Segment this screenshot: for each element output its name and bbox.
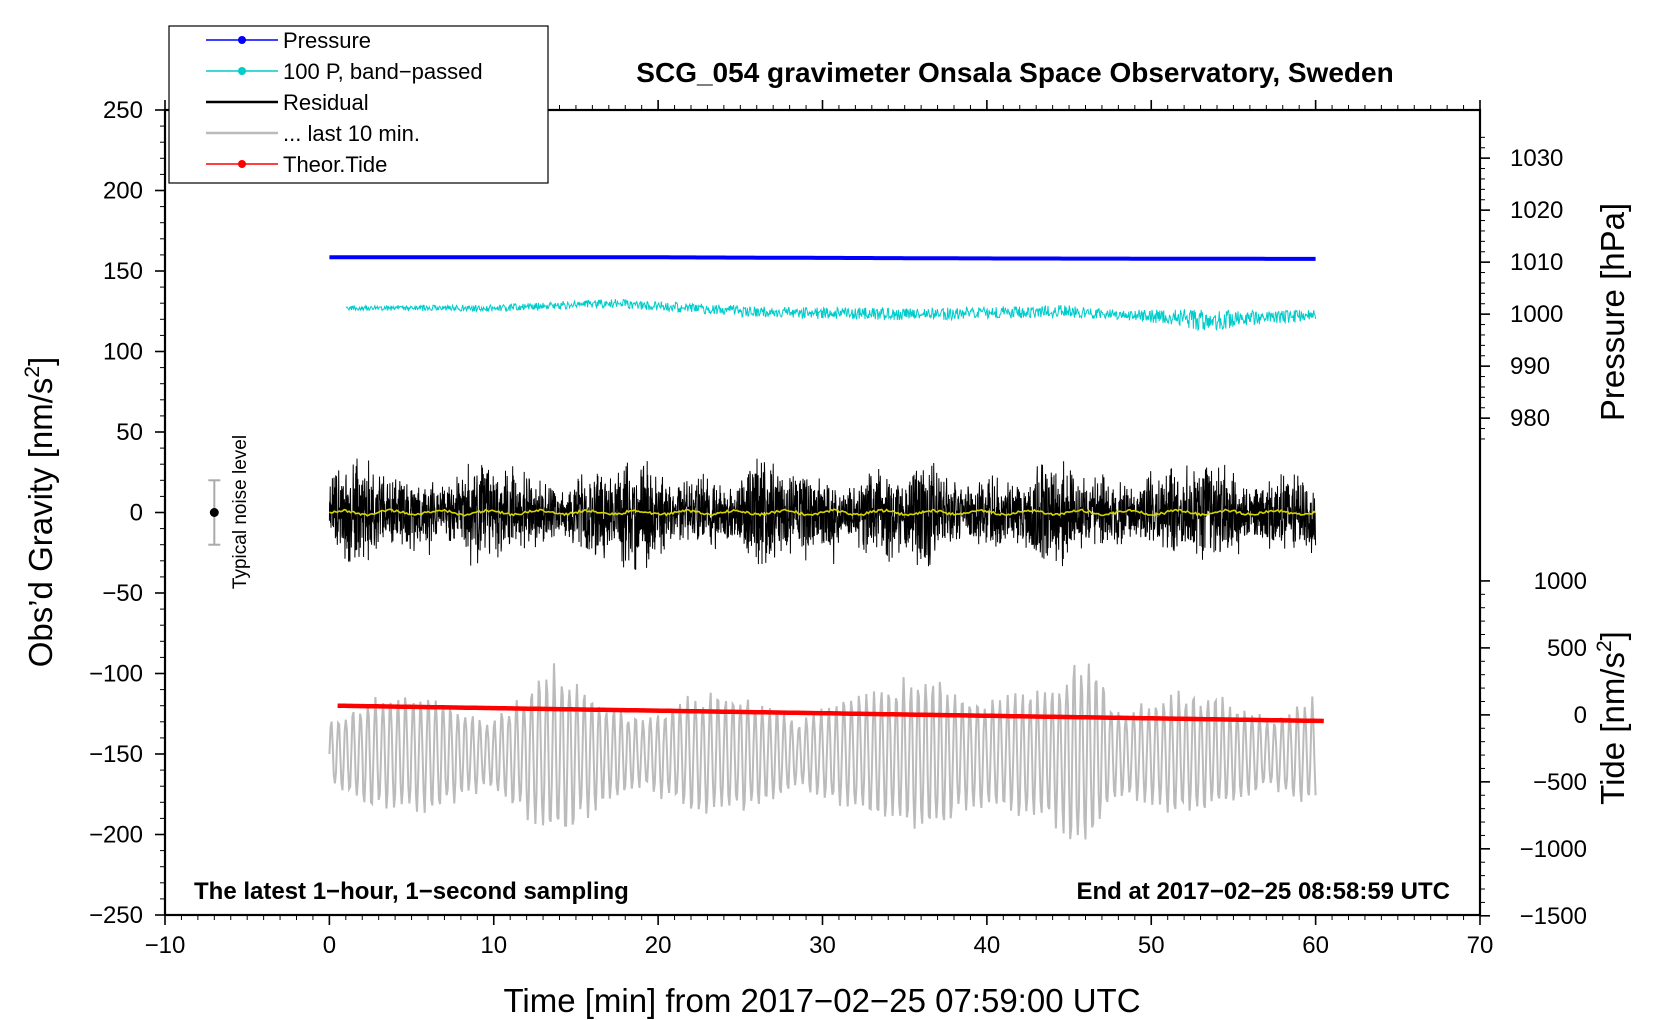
y-tick-label: −100: [89, 661, 143, 688]
ticks-layer: [155, 100, 1490, 925]
y-tick-label: 50: [116, 419, 143, 446]
x-tick-label: 70: [1467, 932, 1494, 959]
legend-last10-label: ... last 10 min.: [283, 121, 420, 146]
tide-tick-label: 0: [1574, 702, 1587, 729]
x-tick-label: 60: [1302, 932, 1329, 959]
x-tick-label: 0: [323, 932, 336, 959]
y-tick-label: 0: [130, 500, 143, 527]
tide-axis-title-sup: 2: [1593, 640, 1616, 652]
pressure-axis-title: Pressure [hPa]: [1594, 203, 1631, 421]
x-tick-label: 30: [809, 932, 836, 959]
chart-title: SCG_054 gravimeter Onsala Space Observat…: [636, 57, 1393, 88]
series-theoretical-tide: [337, 703, 1324, 724]
end-time-note: End at 2017−02−25 08:58:59 UTC: [1076, 878, 1450, 905]
pressure-tick-label: 990: [1510, 353, 1550, 380]
x-tick-label: 40: [974, 932, 1001, 959]
pressure-tick-label: 1000: [1510, 301, 1563, 328]
legend-bandpassed-dot: [238, 67, 246, 75]
series-pressure: [329, 255, 1316, 261]
tide-tick-label: −500: [1533, 769, 1587, 796]
x-axis-title: Time [min] from 2017−02−25 07:59:00 UTC: [503, 982, 1140, 1019]
x-tick-label: −10: [145, 932, 186, 959]
legend-box: [168, 25, 549, 184]
legend-pressure-label: Pressure: [283, 28, 371, 53]
pressure-tick-label: 1010: [1510, 249, 1563, 276]
y-tick-label: 100: [103, 339, 143, 366]
y-tick-label: −150: [89, 741, 143, 768]
legend: Pressure 100 P, band−passed Residual ...…: [168, 25, 549, 184]
x-tick-label: 20: [645, 932, 672, 959]
legend-pressure-dot: [238, 36, 246, 44]
noise-level-label: Typical noise level: [230, 435, 251, 589]
series-layer: [208, 255, 1324, 840]
tide-axis-title: Tide [nm/s2]: [1593, 631, 1631, 805]
pressure-tick-label: 1030: [1510, 145, 1563, 172]
sampling-note: The latest 1−hour, 1−second sampling: [194, 878, 629, 905]
tide-tick-label: 500: [1547, 635, 1587, 662]
x-tick-label: 50: [1138, 932, 1165, 959]
y-tick-label: −250: [89, 902, 143, 929]
pressure-tick-label: 1020: [1510, 197, 1563, 224]
y-tick-label: −50: [102, 580, 143, 607]
tick-labels-layer: −10 0 10 20 30 40 50 60 70−250−200−150−100−50050…: [89, 97, 1587, 959]
tide-tick-label: −1500: [1520, 903, 1587, 930]
left-axis-title: Obs’d Gravity [nm/s2]: [21, 357, 59, 668]
noise-marker-dot: [209, 508, 219, 517]
y-tick-label: 200: [103, 178, 143, 205]
series-residual-smoothed: [329, 508, 1317, 517]
legend-tide-dot: [238, 160, 246, 168]
tide-tick-label: −1000: [1520, 836, 1587, 863]
series-residual: [328, 458, 1317, 570]
y-tick-label: −200: [89, 822, 143, 849]
pressure-tick-label: 980: [1510, 405, 1550, 432]
legend-residual-label: Residual: [283, 90, 369, 115]
series-bandpassed-pressure: [345, 298, 1317, 332]
left-axis-title-main: Obs’d Gravity [nm/s: [22, 378, 59, 668]
tide-tick-label: 1000: [1534, 568, 1587, 595]
y-tick-label: 250: [103, 97, 143, 124]
x-tick-label: 10: [480, 932, 507, 959]
tide-axis-title-close: ]: [1594, 631, 1631, 640]
left-axis-title-sup: 2: [21, 366, 44, 378]
left-axis-title-close: ]: [22, 357, 59, 366]
legend-tide-label: Theor.Tide: [283, 152, 387, 177]
y-tick-label: 150: [103, 258, 143, 285]
series-last-10-min: [328, 663, 1317, 840]
legend-bandpassed-label: 100 P, band−passed: [283, 59, 483, 84]
tide-axis-title-main: Tide [nm/s: [1594, 652, 1631, 805]
